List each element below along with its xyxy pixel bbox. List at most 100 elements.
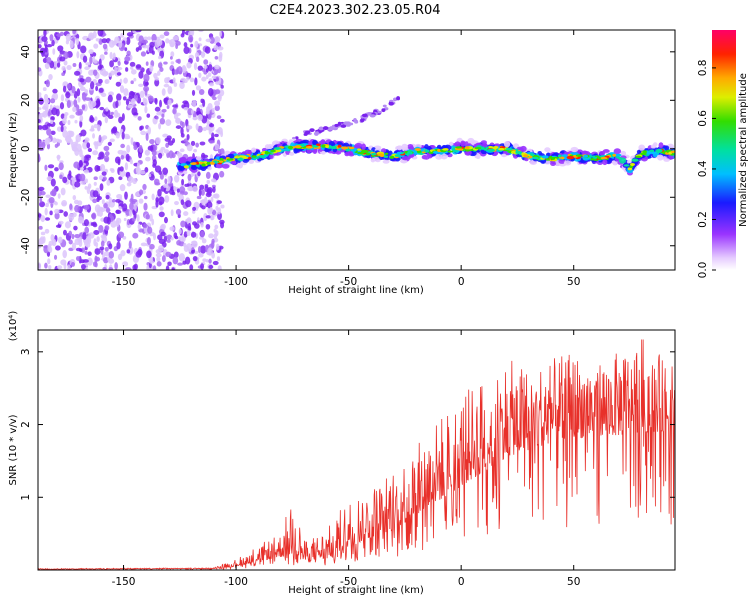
noise-speckle [115, 112, 121, 118]
signal-track-core [247, 156, 252, 160]
noise-speckle [51, 188, 57, 197]
noise-speckle [82, 141, 88, 150]
noise-speckle [160, 223, 166, 230]
signal-track-point [215, 163, 224, 169]
noise-speckle [122, 96, 127, 101]
noise-speckle [208, 123, 215, 128]
noise-speckle [130, 66, 134, 70]
noise-speckle [99, 246, 105, 251]
noise-speckle [107, 94, 113, 103]
signal-track-core [583, 154, 588, 158]
noise-speckle [75, 256, 81, 261]
signal-track-core [511, 150, 516, 154]
noise-speckle [183, 211, 189, 217]
noise-speckle [199, 141, 206, 146]
noise-speckle [62, 129, 68, 138]
x-tick-label: -100 [224, 576, 248, 588]
noise-speckle [175, 125, 182, 129]
noise-speckle [145, 132, 149, 141]
noise-speckle [158, 122, 162, 130]
noise-speckle [52, 88, 58, 94]
noise-speckle [38, 97, 44, 105]
noise-speckle [60, 259, 67, 266]
signal-track-core [270, 149, 276, 153]
noise-speckle [38, 44, 42, 49]
noise-speckle [167, 85, 173, 95]
noise-speckle [152, 159, 157, 166]
noise-speckle [188, 34, 194, 43]
noise-speckle [216, 115, 222, 120]
noise-speckle [201, 115, 208, 124]
noise-speckle [55, 108, 60, 117]
noise-speckle [38, 153, 41, 162]
noise-speckle [55, 245, 61, 251]
noise-speckle [143, 202, 148, 211]
noise-speckle [93, 181, 97, 186]
signal-track-core [442, 148, 449, 151]
noise-speckle [138, 83, 144, 87]
noise-speckle [73, 161, 80, 169]
noise-speckle [103, 251, 110, 257]
signal-track-core [237, 158, 245, 161]
x-tick-label: -100 [224, 276, 248, 288]
noise-speckle [218, 54, 223, 62]
signal-track-core [201, 163, 206, 167]
noise-speckle [43, 93, 49, 101]
noise-speckle [58, 220, 64, 225]
noise-speckle [38, 67, 42, 72]
noise-speckle [38, 262, 42, 270]
noise-speckle [79, 86, 86, 92]
noise-speckle [148, 45, 154, 54]
noise-speckle [220, 204, 225, 209]
noise-speckle [92, 133, 95, 139]
faint-branch-point [340, 124, 347, 128]
noise-speckle [195, 142, 199, 148]
noise-speckle [132, 232, 139, 239]
noise-speckle [182, 64, 186, 71]
noise-speckle [185, 200, 192, 208]
noise-speckle [185, 218, 191, 223]
noise-speckle [93, 229, 100, 235]
signal-track-core [251, 155, 257, 158]
noise-speckle [161, 113, 165, 118]
noise-speckle [211, 178, 217, 183]
noise-speckle [191, 240, 198, 245]
noise-speckle [213, 228, 217, 233]
noise-speckle [209, 207, 213, 213]
noise-speckle [89, 81, 95, 90]
noise-speckle [147, 145, 154, 151]
signal-track-point [520, 145, 527, 152]
noise-speckle [137, 223, 141, 230]
noise-speckle [98, 87, 104, 93]
noise-speckle [145, 156, 151, 162]
noise-speckle [49, 104, 53, 111]
noise-speckle [191, 109, 194, 115]
noise-speckle [94, 248, 101, 255]
noise-speckle [45, 194, 51, 198]
noise-speckle [52, 48, 56, 55]
signal-track-core [629, 165, 634, 169]
noise-speckle [111, 127, 118, 134]
faint-branch-point [318, 126, 324, 131]
noise-speckle [38, 186, 45, 192]
noise-speckle [80, 129, 87, 137]
noise-speckle [126, 50, 131, 57]
noise-speckle [186, 76, 190, 81]
noise-speckle [170, 51, 175, 58]
colorbar-gradient [712, 30, 736, 270]
noise-speckle [76, 88, 81, 97]
noise-speckle [59, 56, 66, 62]
noise-speckle [78, 216, 84, 224]
signal-track-point [469, 140, 478, 145]
noise-speckle [92, 150, 99, 156]
noise-speckle [187, 173, 192, 181]
signal-track-point [401, 143, 408, 150]
noise-speckle [93, 43, 99, 49]
noise-speckle [155, 116, 159, 120]
noise-speckle [138, 145, 143, 153]
noise-speckle [47, 110, 51, 117]
signal-track-core [541, 155, 549, 159]
noise-speckle [157, 245, 164, 252]
noise-speckle [81, 105, 85, 111]
noise-speckle [92, 190, 99, 198]
